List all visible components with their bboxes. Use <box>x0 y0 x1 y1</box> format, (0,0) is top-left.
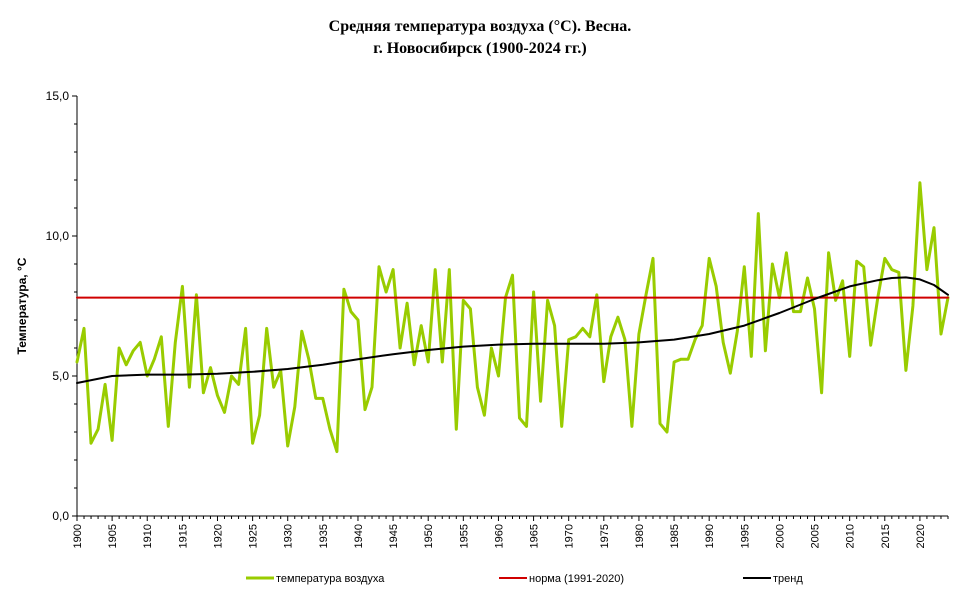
y-tick-label: 0,0 <box>52 509 69 523</box>
x-tick-label: 2000 <box>774 524 786 548</box>
x-tick-label: 1925 <box>248 524 260 548</box>
x-tick-label: 1975 <box>599 524 611 548</box>
x-tick-label: 1940 <box>353 524 365 548</box>
x-tick-label: 1900 <box>72 524 84 548</box>
x-tick-label: 1970 <box>564 524 576 548</box>
x-tick-label: 2005 <box>810 524 822 548</box>
x-tick-label: 1905 <box>107 524 119 548</box>
x-tick-label: 1915 <box>177 524 189 548</box>
chart-title-line2: г. Новосибирск (1900-2024 гг.) <box>373 40 587 57</box>
x-tick-label: 1945 <box>388 524 400 548</box>
x-tick-label: 1920 <box>212 524 224 548</box>
x-tick-label: 1995 <box>739 524 751 548</box>
x-tick-label: 1965 <box>529 524 541 548</box>
x-tick-label: 2020 <box>915 524 927 548</box>
legend: температура воздуха норма (1991-2020) трен… <box>246 573 803 585</box>
x-tick-label: 1930 <box>283 524 295 548</box>
legend-label: норма (1991-2020) <box>529 573 624 585</box>
y-tick-label: 15,0 <box>46 89 70 103</box>
x-tick-label: 2010 <box>845 524 857 548</box>
axes: 0,0 5,0 10,0 15,0 1900 1905 1910 1915 1920 1925 19… <box>46 89 949 548</box>
chart-title-line1: Средняя температура воздуха (°С). Весна. <box>329 18 632 35</box>
legend-label: температура воздуха <box>276 573 385 585</box>
y-axis-label: Температура, °С <box>15 257 29 354</box>
y-tick-label: 10,0 <box>46 229 70 243</box>
x-tick-label: 2015 <box>880 524 892 548</box>
x-tick-label: 1910 <box>142 524 154 548</box>
x-tick-label: 1985 <box>669 524 681 548</box>
x-tick-label: 1960 <box>493 524 505 548</box>
temperature-line <box>75 181 950 454</box>
trend-line <box>76 276 949 384</box>
x-tick-label: 1990 <box>704 524 716 548</box>
x-tick-label: 1935 <box>318 524 330 548</box>
series-layer <box>75 181 950 454</box>
x-tick-label: 1980 <box>634 524 646 548</box>
x-tick-label: 1955 <box>458 524 470 548</box>
y-tick-label: 5,0 <box>52 369 69 383</box>
x-tick-label: 1950 <box>423 524 435 548</box>
legend-label: тренд <box>773 573 803 585</box>
